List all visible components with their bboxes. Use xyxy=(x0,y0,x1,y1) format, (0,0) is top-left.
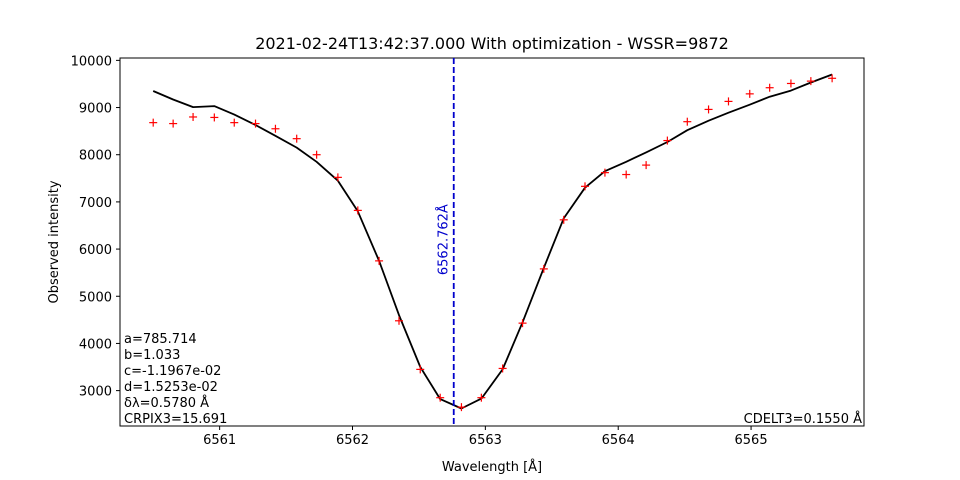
data-point xyxy=(806,77,815,86)
x-tick-label: 6565 xyxy=(735,433,768,448)
data-point xyxy=(663,136,672,145)
data-point xyxy=(745,89,754,98)
y-tick-label: 10000 xyxy=(71,54,112,69)
y-axis-ticks: 3000 4000 5000 6000 7000 8000 9000 10000 xyxy=(71,54,120,400)
data-point xyxy=(600,168,609,177)
data-point xyxy=(765,83,774,92)
data-point xyxy=(189,112,198,121)
data-point xyxy=(230,118,239,127)
model-fit-line xyxy=(152,73,833,410)
data-point xyxy=(353,206,362,215)
data-point xyxy=(642,161,651,170)
cdelt3-annotation: CDELT3=0.1550 Å xyxy=(744,411,862,427)
fit-parameter-line: b=1.033 xyxy=(124,348,180,363)
fit-parameter-line: CRPIX3=15.691 xyxy=(124,412,227,427)
x-axis-label: Wavelength [Å] xyxy=(442,459,542,475)
fit-parameters-text: a=785.714b=1.033c=-1.1967e-02d=1.5253e-0… xyxy=(124,332,227,427)
data-point xyxy=(375,256,384,265)
data-point xyxy=(169,119,178,128)
fit-line-path xyxy=(152,73,833,410)
data-point xyxy=(724,97,733,106)
y-tick-label: 9000 xyxy=(79,102,112,117)
data-point xyxy=(395,316,403,325)
fit-parameter-line: d=1.5253e-02 xyxy=(124,380,218,395)
data-point xyxy=(581,182,589,191)
line-center-marker: 6562.762Å xyxy=(436,58,455,426)
x-tick-label: 6564 xyxy=(602,433,635,448)
data-point xyxy=(436,393,445,402)
chart-title: 2021-02-24T13:42:37.000 With optimizatio… xyxy=(255,34,729,53)
data-point xyxy=(786,79,795,88)
x-tick-label: 6561 xyxy=(203,433,236,448)
x-tick-label: 6562 xyxy=(336,433,369,448)
observed-points xyxy=(149,74,837,412)
x-tick-label: 6563 xyxy=(469,433,502,448)
data-point xyxy=(704,105,713,114)
data-point xyxy=(312,150,321,159)
x-axis-ticks: 6561 6562 6563 6564 6565 xyxy=(203,426,768,448)
data-point xyxy=(251,119,260,128)
data-point xyxy=(828,74,837,83)
y-tick-label: 5000 xyxy=(79,290,112,305)
data-point xyxy=(416,365,425,374)
data-point xyxy=(271,124,280,133)
fit-parameter-line: δλ=0.5780 Å xyxy=(124,395,209,411)
y-axis-label: Observed intensity xyxy=(47,180,62,303)
data-point xyxy=(149,118,158,127)
fit-parameter-line: a=785.714 xyxy=(124,332,197,347)
fit-parameter-line: c=-1.1967e-02 xyxy=(124,364,221,379)
data-point xyxy=(518,319,527,328)
plot-area: 6561 6562 6563 6564 6565 3000 4000 5000 6000 700… xyxy=(71,54,865,448)
data-point xyxy=(622,170,631,179)
data-point xyxy=(683,117,692,126)
data-point xyxy=(498,364,507,373)
axes-frame xyxy=(119,57,865,427)
data-point xyxy=(539,264,548,273)
y-tick-label: 4000 xyxy=(79,337,112,352)
data-point xyxy=(292,134,301,143)
data-point xyxy=(457,403,466,412)
data-point xyxy=(210,113,219,122)
line-center-label: 6562.762Å xyxy=(436,204,452,275)
data-point xyxy=(477,393,486,402)
y-tick-label: 3000 xyxy=(79,385,112,400)
y-tick-label: 7000 xyxy=(79,196,112,211)
y-tick-label: 6000 xyxy=(79,243,112,258)
data-point xyxy=(559,215,568,224)
y-tick-label: 8000 xyxy=(79,149,112,164)
data-point xyxy=(333,173,342,182)
